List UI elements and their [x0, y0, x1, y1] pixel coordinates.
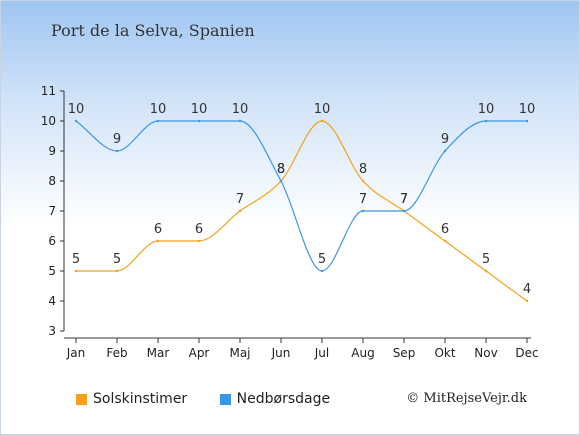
data-point-sunshine: [115, 269, 119, 273]
data-label-sunshine: 5: [72, 252, 80, 267]
x-tick-label: Mar: [147, 346, 170, 360]
data-label-rain: 10: [68, 102, 85, 117]
series-line-rain: [75, 120, 527, 272]
data-point-rain: [402, 209, 406, 213]
x-tick-label: Apr: [189, 346, 210, 360]
legend-item-rain: Nedbørsdage: [219, 391, 331, 407]
legend-label-rain: Nedbørsdage: [236, 391, 331, 407]
data-label-rain: 7: [359, 192, 367, 207]
y-tick-label: 6: [48, 234, 56, 248]
legend-label-sunshine: Solskinstimer: [93, 391, 188, 407]
data-point-rain: [197, 119, 201, 123]
x-tick-label: Dec: [515, 346, 538, 360]
data-point-rain: [443, 149, 447, 153]
y-tick-label: 7: [48, 204, 56, 218]
data-point-rain: [320, 269, 324, 273]
data-point-sunshine: [361, 179, 365, 183]
x-tick-label: Aug: [351, 346, 374, 360]
data-label-sunshine: 5: [482, 252, 490, 267]
data-label-rain: 10: [519, 102, 536, 117]
data-label-rain: 9: [441, 132, 449, 147]
data-label-sunshine: 10: [314, 102, 331, 117]
y-tick-label: 11: [41, 84, 56, 98]
data-label-sunshine: 8: [359, 162, 367, 177]
x-tick-label: Jul: [314, 346, 329, 360]
y-tick-label: 5: [48, 264, 56, 278]
y-tick-label: 3: [48, 324, 56, 338]
data-label-sunshine: 6: [154, 222, 162, 237]
data-point-sunshine: [525, 299, 529, 303]
series-line-sunshine: [76, 120, 528, 302]
data-label-rain: 10: [191, 102, 208, 117]
data-label-rain: 10: [232, 102, 249, 117]
data-point-sunshine: [484, 269, 488, 273]
data-label-sunshine: 4: [523, 282, 531, 297]
data-point-rain: [484, 119, 488, 123]
y-tick-label: 10: [41, 114, 56, 128]
data-label-sunshine: 7: [400, 192, 408, 207]
data-point-sunshine: [320, 119, 324, 123]
y-tick-label: 9: [48, 144, 56, 158]
x-tick-label: Jan: [66, 346, 86, 360]
data-point-sunshine: [74, 269, 78, 273]
x-tick-label: Okt: [434, 346, 455, 360]
data-point-rain: [156, 119, 160, 123]
data-point-rain: [74, 119, 78, 123]
y-tick-label: 8: [48, 174, 56, 188]
data-point-sunshine: [238, 209, 242, 213]
data-point-sunshine: [156, 239, 160, 243]
legend-item-sunshine: Solskinstimer: [76, 391, 187, 407]
x-tick-label: Nov: [474, 346, 497, 360]
data-label-rain: 10: [478, 102, 495, 117]
data-label-sunshine: 8: [277, 162, 285, 177]
data-point-sunshine: [443, 239, 447, 243]
data-label-rain: 7: [400, 192, 408, 207]
data-point-rain: [361, 209, 365, 213]
chart-title: Port de la Selva, Spanien: [51, 21, 255, 40]
data-point-sunshine: [197, 239, 201, 243]
legend: Solskinstimer Nedbørsdage: [76, 391, 358, 409]
copyright-text: © MitRejseVejr.dk: [406, 391, 527, 406]
x-tick-label: Sep: [393, 346, 416, 360]
data-label-sunshine: 6: [441, 222, 449, 237]
data-label-sunshine: 6: [195, 222, 203, 237]
data-point-rain: [525, 119, 529, 123]
legend-swatch-sunshine: [76, 393, 87, 405]
data-point-rain: [279, 179, 283, 183]
data-label-rain: 5: [318, 252, 326, 267]
x-tick-label: Jun: [271, 346, 291, 360]
x-tick-label: Maj: [229, 346, 250, 360]
data-point-rain: [115, 149, 119, 153]
legend-swatch-rain: [219, 393, 231, 405]
data-label-rain: 9: [113, 132, 121, 147]
y-tick-label: 4: [48, 294, 56, 308]
data-label-rain: 8: [277, 162, 285, 177]
data-point-rain: [238, 119, 242, 123]
data-label-sunshine: 5: [113, 252, 121, 267]
data-label-rain: 10: [150, 102, 167, 117]
x-tick-label: Feb: [106, 346, 127, 360]
data-label-sunshine: 7: [236, 192, 244, 207]
